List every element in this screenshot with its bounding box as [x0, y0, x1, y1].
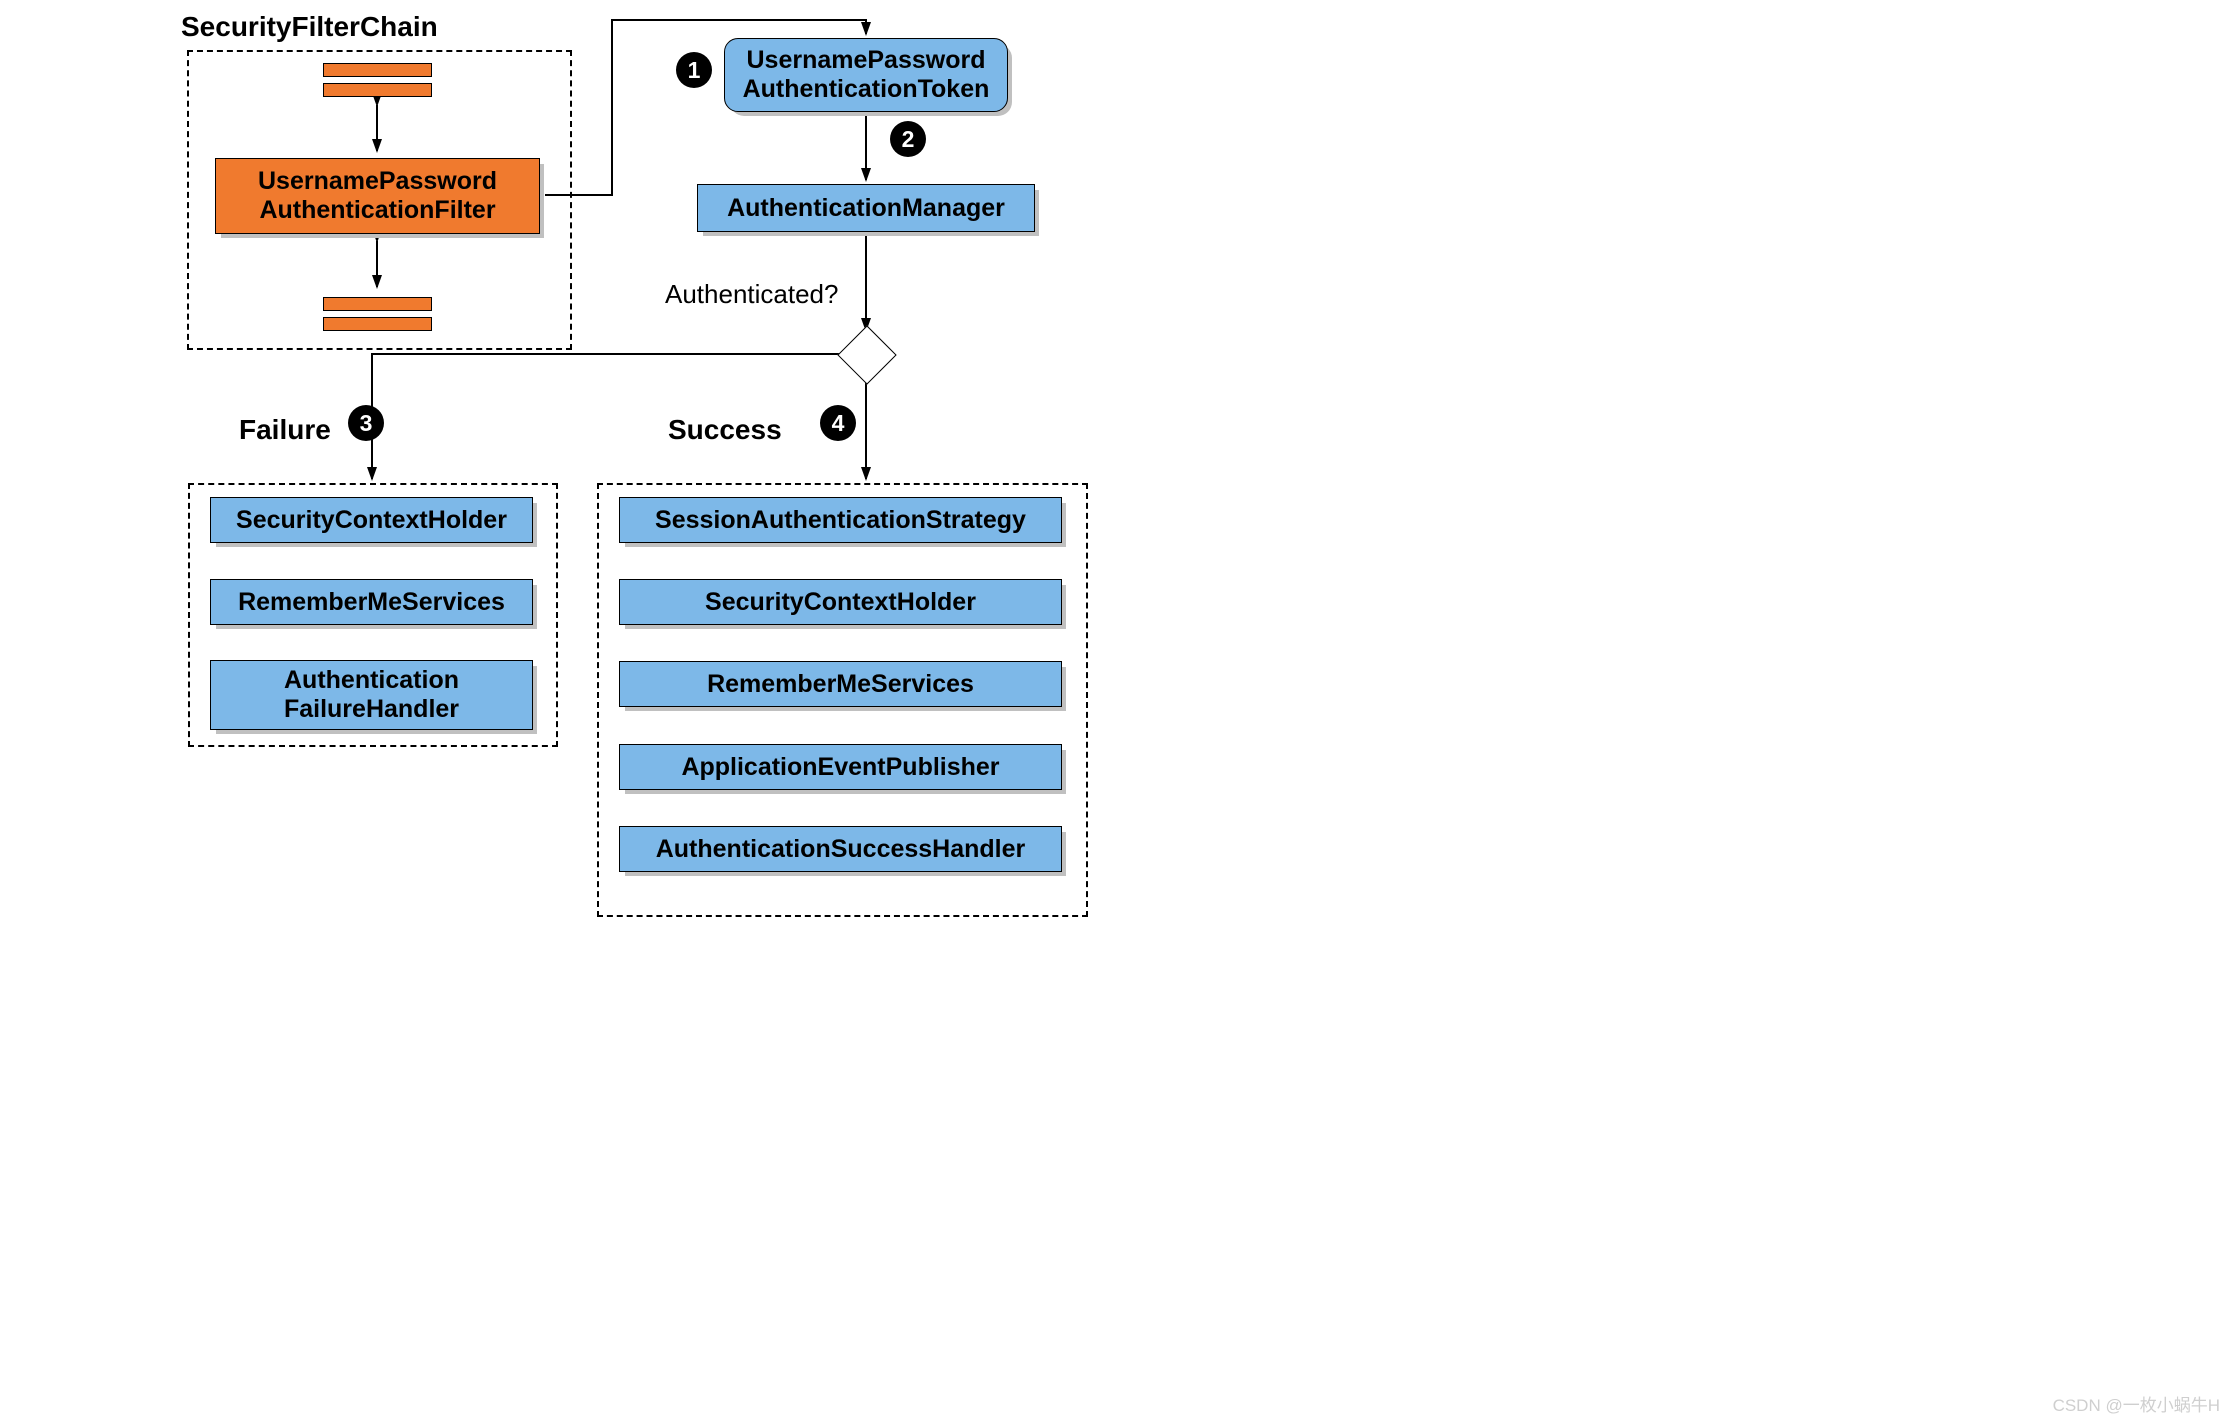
auth-filter-node: UsernamePasswordAuthenticationFilter [215, 158, 540, 234]
success-container-title: Success [668, 414, 782, 446]
filter-chain-lower-bar-0 [323, 297, 432, 311]
step-badge-4: 4 [820, 405, 856, 441]
step-badge-2: 2 [890, 121, 926, 157]
failure-item-0: SecurityContextHolder [210, 497, 533, 543]
success-item-2: RememberMeServices [619, 661, 1062, 707]
authenticated-label: Authenticated? [665, 279, 838, 310]
filter-chain-title: SecurityFilterChain [181, 11, 438, 43]
step-badge-1: 1 [676, 52, 712, 88]
success-item-3: ApplicationEventPublisher [619, 744, 1062, 790]
step-badge-3: 3 [348, 405, 384, 441]
failure-item-2: AuthenticationFailureHandler [210, 660, 533, 730]
filter-chain-upper-bar-1 [323, 83, 432, 97]
filter-chain-lower-bar-1 [323, 317, 432, 331]
success-item-1: SecurityContextHolder [619, 579, 1062, 625]
auth-token-node: UsernamePasswordAuthenticationToken [724, 38, 1008, 112]
failure-container-title: Failure [239, 414, 331, 446]
watermark: CSDN @一枚小蜗牛H [2053, 1391, 2220, 1416]
failure-item-1: RememberMeServices [210, 579, 533, 625]
success-item-0: SessionAuthenticationStrategy [619, 497, 1062, 543]
filter-chain-upper-bar-0 [323, 63, 432, 77]
success-item-4: AuthenticationSuccessHandler [619, 826, 1062, 872]
auth-manager-node: AuthenticationManager [697, 184, 1035, 232]
